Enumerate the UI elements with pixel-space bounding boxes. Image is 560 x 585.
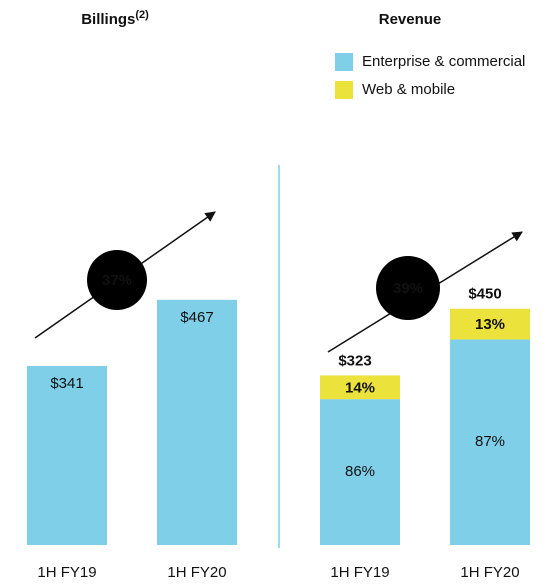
- growth-badge: [376, 256, 440, 320]
- chart-title: Revenue: [379, 11, 442, 28]
- bar: [157, 299, 237, 545]
- growth-label: 39%: [393, 280, 423, 297]
- title-note: (2): [135, 9, 149, 21]
- legend-label: Enterprise & commercial: [362, 53, 525, 70]
- x-tick-label: 1H FY20: [167, 564, 226, 581]
- bar: [27, 365, 107, 545]
- chart-title: Billings(2): [81, 9, 149, 28]
- segment-label: 87%: [475, 433, 505, 450]
- legend-label: Web & mobile: [362, 81, 455, 98]
- growth-badge: [87, 250, 147, 310]
- segment-label: 13%: [475, 316, 505, 333]
- x-tick-label: 1H FY19: [37, 564, 96, 581]
- x-tick-label: 1H FY20: [460, 564, 519, 581]
- legend-swatch: [335, 53, 353, 71]
- bar-segment: [450, 308, 530, 340]
- bar-segment: [320, 399, 400, 545]
- value-label: $341: [50, 375, 83, 392]
- growth-label: 37%: [102, 272, 132, 289]
- total-label: $323: [338, 352, 371, 369]
- segment-label: 86%: [345, 463, 375, 480]
- total-label: $450: [468, 286, 501, 303]
- value-label: $467: [180, 309, 213, 326]
- bar-segment: [320, 375, 400, 400]
- segment-label: 14%: [345, 379, 375, 396]
- x-tick-label: 1H FY19: [330, 564, 389, 581]
- legend-swatch: [335, 81, 353, 99]
- bar-segment: [450, 339, 530, 545]
